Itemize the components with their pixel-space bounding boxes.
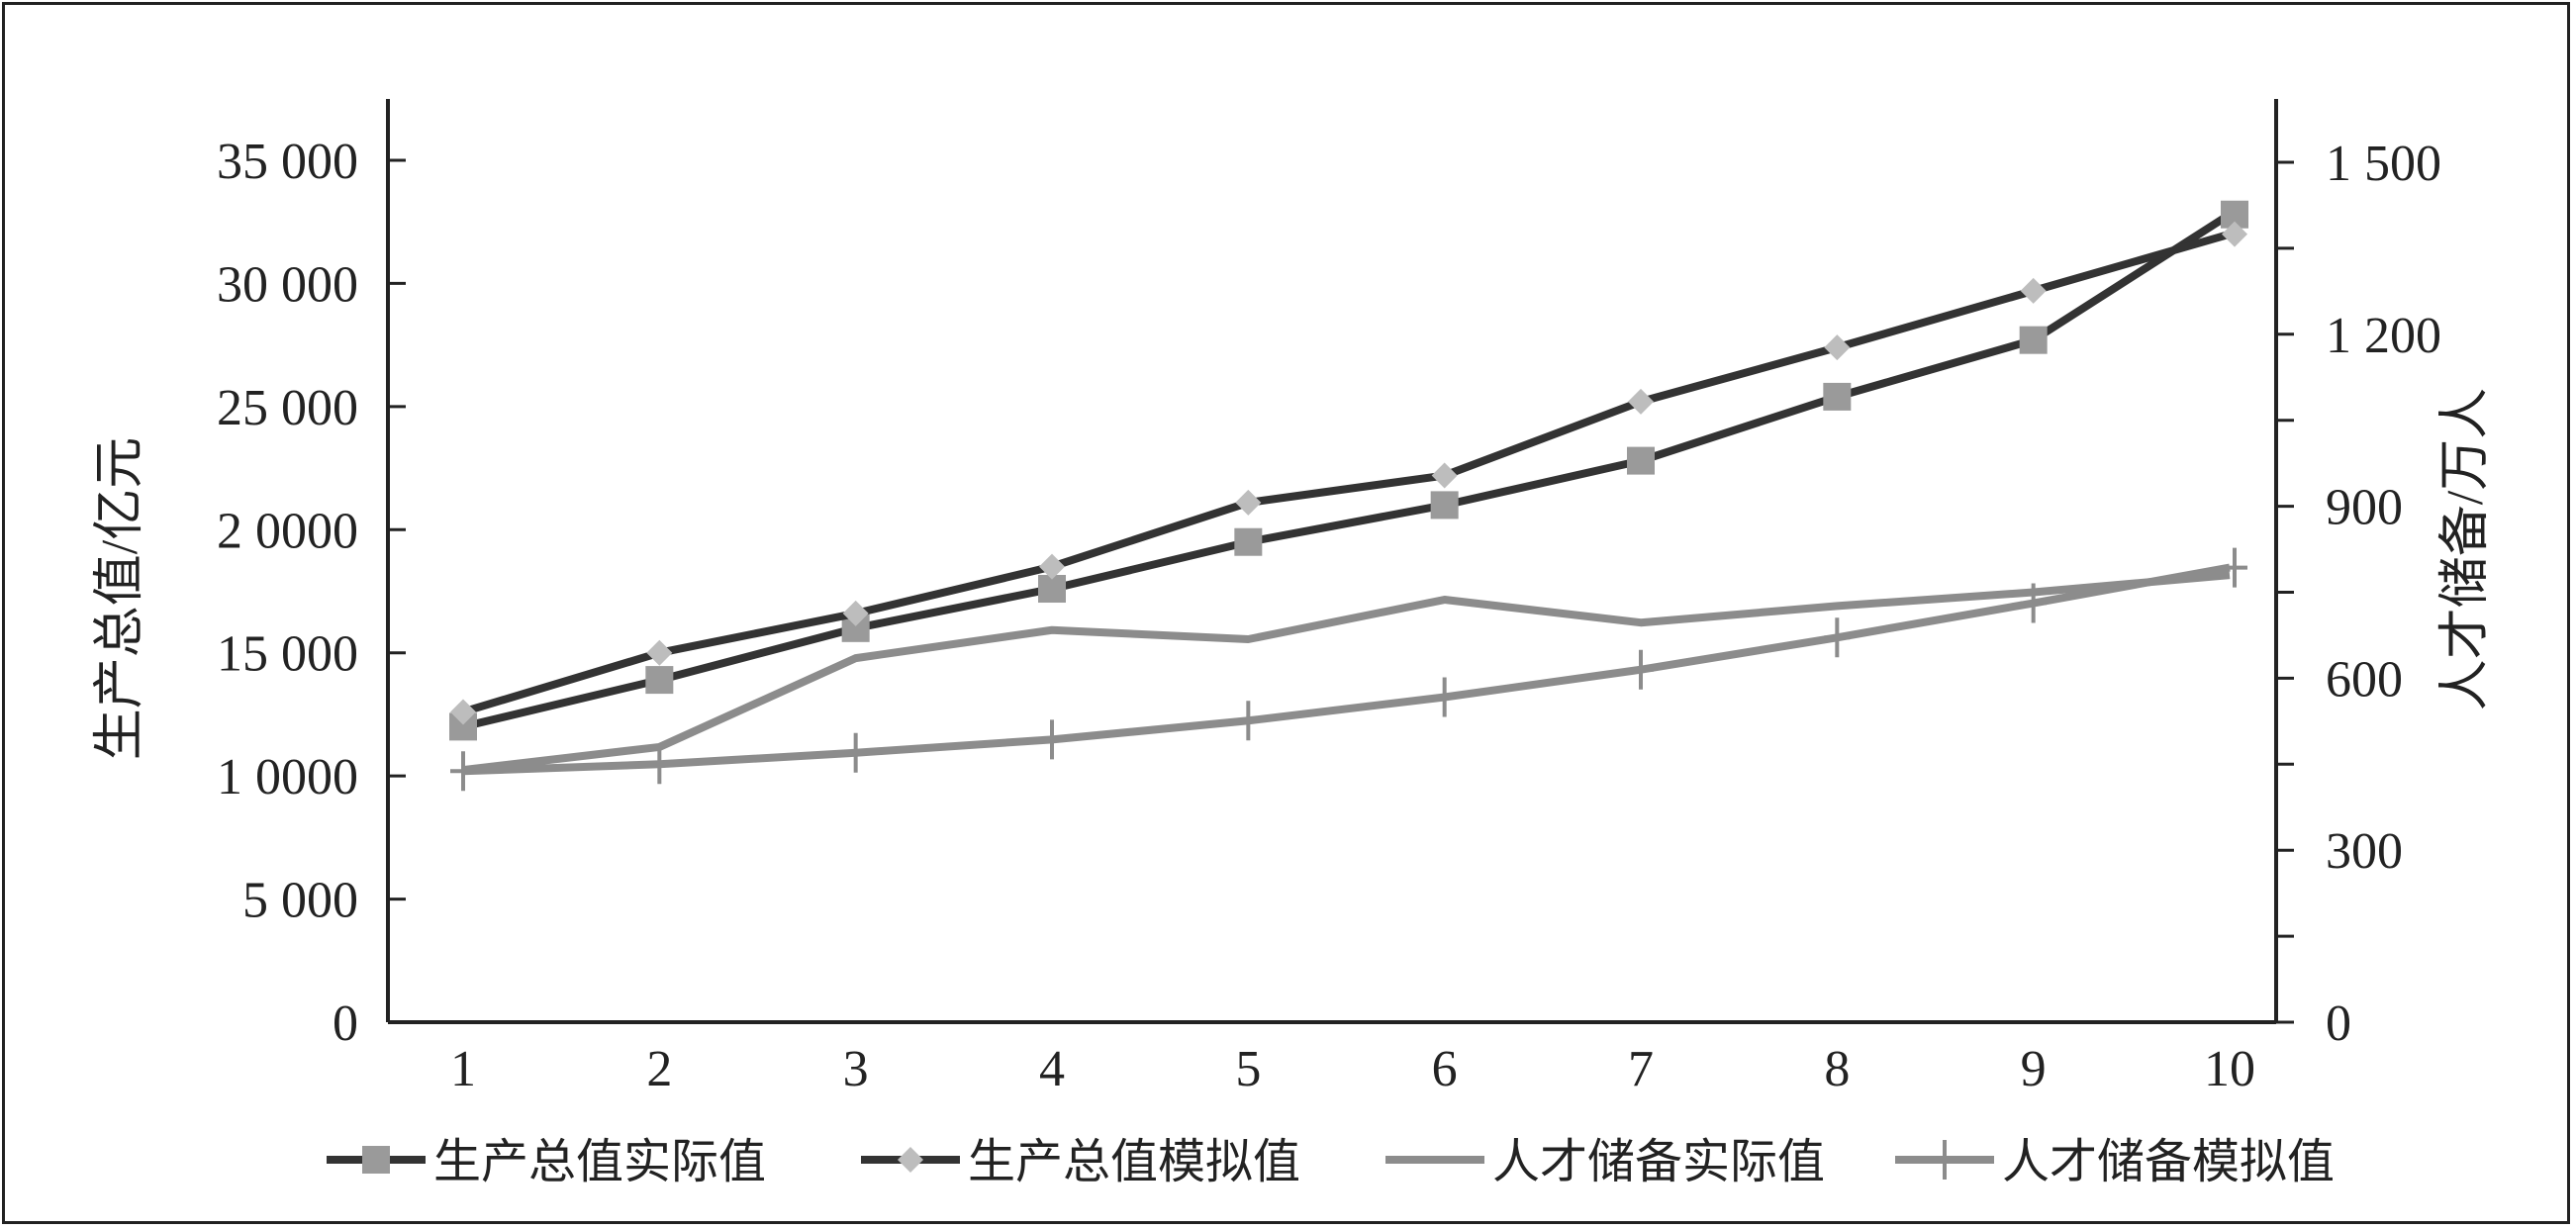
y-tick-label-left: 15 000 [217, 626, 358, 683]
y-tick-label-right: 1 500 [2326, 136, 2441, 192]
y-tick-label-left: 35 000 [217, 134, 358, 190]
legend: 生产总值实际值 生产总值模拟值 人才储备实际值 人才储备模拟值 [327, 1136, 2335, 1188]
legend-marker-2 [898, 1147, 923, 1173]
x-tick-label: 5 [1235, 1041, 1261, 1097]
data-point-4 [1431, 677, 1458, 717]
y-tick-label-left: 1 0000 [217, 749, 358, 805]
data-point-2 [1628, 388, 1654, 415]
data-point-4 [1039, 719, 1065, 760]
series-line-4 [462, 563, 2231, 776]
data-point-4 [842, 732, 869, 773]
y-tick-label-right: 600 [2326, 651, 2403, 708]
x-tick-label: 4 [1039, 1041, 1065, 1097]
data-point-1 [645, 666, 674, 695]
y-tick-label-left: 5 000 [242, 873, 358, 929]
data-point-4 [1628, 649, 1654, 690]
data-point-1 [2019, 326, 2048, 354]
series-layer [449, 200, 2248, 792]
y-tick-label-left: 2 0000 [217, 503, 358, 559]
data-point-4 [2020, 583, 2047, 623]
x-tick-label: 7 [1628, 1041, 1654, 1097]
data-point-4 [1824, 617, 1851, 658]
y-tick-label-right: 1 200 [2326, 308, 2441, 364]
data-point-2 [1431, 462, 1458, 489]
data-point-2 [1824, 334, 1851, 361]
data-point-1 [1823, 382, 1852, 411]
legend-marker-1 [362, 1146, 390, 1174]
series-line-2 [461, 230, 2232, 716]
y-tick-label-right: 900 [2326, 480, 2403, 536]
y-axis-label-right: 人才储备/万人 [2437, 388, 2494, 710]
data-point-2 [2020, 277, 2047, 304]
legend-marker-4 [1932, 1140, 1957, 1180]
y-axis-label-left: 生产总值/亿元 [92, 437, 148, 760]
x-tick-label: 1 [450, 1041, 476, 1097]
data-point-2 [1039, 553, 1065, 580]
x-tick-label: 9 [2021, 1041, 2047, 1097]
y-tick-label-left: 25 000 [217, 380, 358, 436]
legend-label-2: 生产总值模拟值 [968, 1136, 1300, 1188]
legend-label-1: 生产总值实际值 [433, 1136, 766, 1188]
data-point-1 [1234, 527, 1263, 556]
data-point-2 [1235, 489, 1262, 516]
data-point-2 [2222, 221, 2247, 247]
x-tick-label: 8 [1824, 1041, 1850, 1097]
data-point-2 [450, 699, 476, 725]
data-point-4 [2222, 547, 2247, 588]
x-tick-label: 10 [2204, 1041, 2255, 1097]
data-point-2 [646, 639, 673, 666]
x-tick-label: 3 [843, 1041, 869, 1097]
data-point-4 [646, 744, 673, 785]
y-tick-label-right: 300 [2326, 823, 2403, 880]
data-point-1 [1038, 575, 1066, 604]
data-point-2 [842, 600, 869, 626]
legend-label-3: 人才储备实际值 [1492, 1136, 1825, 1188]
data-point-1 [1430, 491, 1459, 520]
data-point-1 [1627, 446, 1655, 475]
series-line-3 [462, 571, 2231, 775]
x-tick-label: 6 [1432, 1041, 1458, 1097]
x-tick-label: 2 [646, 1041, 672, 1097]
y-tick-label-left: 30 000 [217, 256, 358, 313]
series-line-1 [462, 211, 2233, 731]
y-tick-label-right: 0 [2326, 995, 2351, 1052]
y-tick-label-left: 0 [333, 995, 358, 1052]
legend-label-4: 人才储备模拟值 [2002, 1136, 2335, 1188]
data-point-4 [1235, 701, 1262, 741]
data-point-4 [450, 751, 476, 792]
